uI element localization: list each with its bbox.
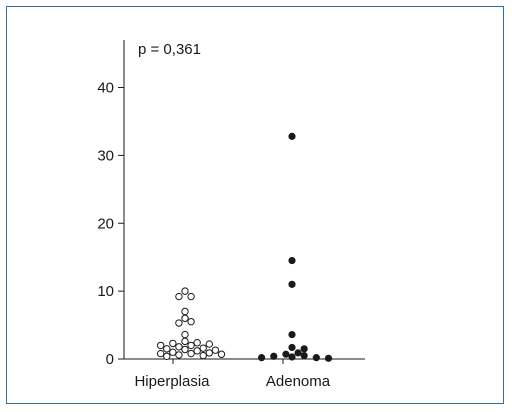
hiperplasia-point [181,337,189,346]
hiperplasia-point [181,314,189,322]
hiperplasia-point [181,287,189,295]
y-axis-ticks: 0 10 20 30 40 [97,80,124,368]
y-tick-label: 0 [106,351,114,368]
data-points [156,132,333,362]
hiperplasia-point [181,345,189,354]
adenoma-point [270,352,278,360]
hiperplasia-point [187,349,195,358]
adenoma-point [300,352,308,360]
hiperplasia-point [175,343,183,351]
hiperplasia-point [181,330,189,339]
hiperplasia-point [187,317,195,326]
figure-frame [6,6,504,404]
hiperplasia-point [163,345,171,353]
y-tick-label: 40 [97,80,114,97]
hiperplasia-point [193,347,201,355]
hiperplasia-point [187,341,195,350]
hiperplasia-point [205,349,214,357]
hiperplasia-point [181,307,189,316]
hiperplasia-point [187,292,195,301]
y-tick-label: 30 [97,147,114,164]
hiperplasia-point [169,348,177,356]
hiperplasia-point [217,350,226,358]
adenoma-point [288,353,296,361]
hiperplasia-point [199,344,207,352]
hiperplasia-point [211,346,220,354]
adenoma-point [288,132,296,140]
adenoma-point [324,354,333,362]
adenoma-point [294,349,302,357]
adenoma-point [312,354,320,362]
y-tick-label: 20 [97,215,114,232]
adenoma-point [282,350,290,358]
x-category-label: Adenoma [266,373,331,390]
adenoma-point [288,280,296,288]
y-tick-label: 10 [97,283,114,300]
hiperplasia-point [175,351,183,359]
hiperplasia-point [175,319,183,327]
adenoma-point [288,330,296,339]
adenoma-point [257,354,266,362]
x-category-label: Hiperplasia [134,373,210,390]
adenoma-point [288,256,296,265]
hiperplasia-point [169,339,177,348]
hiperplasia-point [199,351,207,360]
hiperplasia-point [205,340,214,348]
hiperplasia-point [163,352,171,360]
hiperplasia-point [175,292,183,301]
hiperplasia-point [156,349,165,358]
hiperplasia-point [156,341,165,350]
x-axis-labels: Hiperplasia Adenoma [134,359,331,390]
axes [123,40,365,360]
adenoma-point [300,345,308,353]
p-value-annotation: p = 0,361 [138,41,201,58]
adenoma-point [288,343,296,352]
hiperplasia-point [193,339,201,347]
